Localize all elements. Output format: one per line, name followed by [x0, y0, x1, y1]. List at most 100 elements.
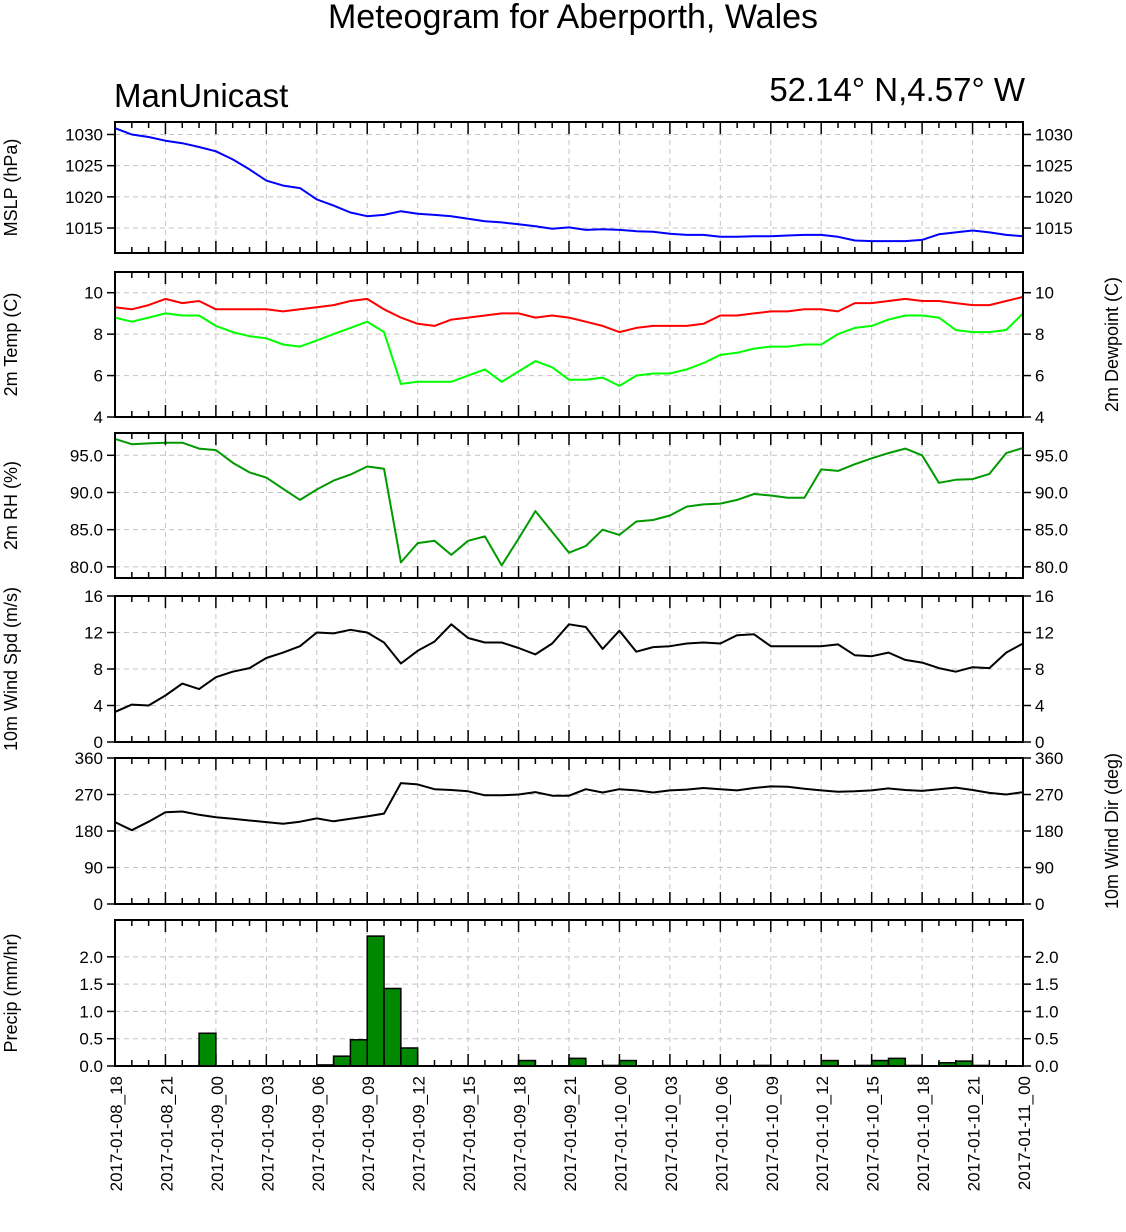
- y-axis-label-left: 2m Temp (C): [1, 293, 21, 397]
- panel-rh: 80.0 80.0 85.0 85.0 90.0 90.0 95.0 95.0 2m RH (%…: [1, 432, 1068, 579]
- y-tick-label-left: 10: [84, 284, 103, 303]
- precip-bar: [332, 1055, 352, 1067]
- model-name: ManUnicast: [114, 77, 288, 114]
- y-tick-label-left: 80.0: [70, 558, 103, 577]
- y-tick-label-right: 8: [1035, 325, 1044, 344]
- y-tick-label-left: 90: [84, 859, 103, 878]
- y-tick-label-right: 16: [1035, 587, 1054, 606]
- y-tick-label-left: 1015: [65, 219, 103, 238]
- y-tick-label-right: 90: [1035, 859, 1054, 878]
- x-tick-label: 2017-01-09_18: [511, 1076, 530, 1191]
- y-tick-label-left: 8: [94, 325, 103, 344]
- location-coordinates: 52.14° N,4.57° W: [769, 71, 1026, 108]
- y-axis-label-left: MSLP (hPa): [1, 139, 21, 237]
- y-tick-label-right: 2.0: [1035, 948, 1059, 967]
- y-tick-label-right: 4: [1035, 697, 1044, 716]
- series-line-wind: [114, 782, 1024, 832]
- x-tick-label: 2017-01-10_12: [813, 1076, 832, 1191]
- x-tick-label: 2017-01-09_00: [208, 1076, 227, 1191]
- precip-bar: [349, 1039, 368, 1067]
- y-tick-label-left: 0.0: [79, 1057, 103, 1076]
- y-axis-label-left: Precip (mm/hr): [1, 933, 21, 1052]
- panel-temp: 4 4 6 6 8 8 10 10 2m Temp (C) 2m Dewpoint (C): [1, 271, 1122, 427]
- panel-mslp: 1015 1015 1020 1020 1025 1025 1030 1030 MSLP (hP…: [1, 121, 1073, 254]
- y-axis-label-right: 2m Dewpoint (C): [1102, 277, 1122, 412]
- y-axis-label-left: 10m Wind Spd (m/s): [1, 587, 21, 751]
- x-tick-label: 2017-01-10_15: [864, 1076, 883, 1191]
- chart-title: Meteogram for Aberporth, Wales: [328, 0, 818, 36]
- y-tick-label-left: 12: [84, 624, 103, 643]
- y-tick-label-right: 1.5: [1035, 975, 1059, 994]
- x-tick-label: 2017-01-08_21: [157, 1076, 176, 1191]
- series-line-temp: [114, 295, 1024, 334]
- y-tick-label-left: 1020: [65, 188, 103, 207]
- y-tick-label-left: 95.0: [70, 446, 103, 465]
- y-tick-label-left: 4: [94, 408, 103, 427]
- panels-group: 1015 1015 1020 1020 1025 1025 1030 1030 MSLP (hP…: [1, 121, 1122, 1191]
- x-tick-label: 2017-01-09_12: [410, 1076, 429, 1191]
- y-tick-label-right: 6: [1035, 367, 1044, 386]
- y-tick-label-left: 8: [94, 660, 103, 679]
- y-tick-label-right: 1030: [1035, 125, 1073, 144]
- y-tick-label-left: 0: [94, 895, 103, 914]
- precip-bar: [400, 1047, 419, 1067]
- y-tick-label-left: 6: [94, 367, 103, 386]
- y-tick-label-left: 0: [94, 733, 103, 752]
- x-tick-label: 2017-01-09_09: [359, 1076, 378, 1191]
- x-tick-label: 2017-01-09_06: [309, 1076, 328, 1191]
- y-tick-label-right: 0.5: [1035, 1030, 1059, 1049]
- y-tick-label-right: 270: [1035, 786, 1063, 805]
- y-tick-label-right: 1025: [1035, 157, 1073, 176]
- series-line-wind: [114, 623, 1024, 713]
- series-line-rh: [114, 437, 1024, 567]
- x-tick-label: 2017-01-09_03: [258, 1076, 277, 1191]
- y-tick-label-right: 1020: [1035, 188, 1073, 207]
- y-tick-label-right: 10: [1035, 284, 1054, 303]
- y-tick-label-right: 1.0: [1035, 1002, 1059, 1021]
- y-tick-label-left: 360: [75, 749, 103, 768]
- x-tick-label: 2017-01-08_18: [107, 1076, 126, 1191]
- y-tick-label-right: 4: [1035, 408, 1044, 427]
- y-tick-label-right: 0: [1035, 733, 1044, 752]
- x-tick-label: 2017-01-10_18: [914, 1076, 933, 1191]
- y-tick-label-right: 1015: [1035, 219, 1073, 238]
- y-tick-label-left: 1.0: [79, 1002, 103, 1021]
- y-tick-label-left: 270: [75, 786, 103, 805]
- y-tick-label-left: 4: [94, 697, 103, 716]
- y-tick-label-left: 16: [84, 587, 103, 606]
- panel-wind_speed: 0 0 4 4 8 8 12 12 16 16 10m Wind Spd (m/s): [1, 587, 1054, 752]
- panel-wind_dir: 0 0 90 90 180 180 270 270 360 360 10m Wind Dir (de…: [75, 749, 1122, 914]
- y-tick-label-left: 90.0: [70, 483, 103, 502]
- y-tick-label-left: 1030: [65, 125, 103, 144]
- y-tick-label-right: 0: [1035, 895, 1044, 914]
- precip-bar: [198, 1032, 217, 1067]
- y-tick-label-right: 80.0: [1035, 558, 1068, 577]
- precip-bar: [383, 987, 402, 1067]
- y-tick-label-left: 85.0: [70, 521, 103, 540]
- x-tick-label: 2017-01-10_03: [662, 1076, 681, 1191]
- y-axis-label-right: 10m Wind Dir (deg): [1102, 753, 1122, 909]
- y-tick-label-right: 12: [1035, 624, 1054, 643]
- y-tick-label-right: 8: [1035, 660, 1044, 679]
- x-tick-label: 2017-01-11_00: [1015, 1076, 1034, 1190]
- x-tick-label: 2017-01-09_21: [561, 1076, 580, 1191]
- y-tick-label-left: 0.5: [79, 1030, 103, 1049]
- y-tick-label-left: 1.5: [79, 975, 103, 994]
- series-line-dewpoint: [114, 312, 1024, 387]
- y-tick-label-right: 360: [1035, 749, 1063, 768]
- y-tick-label-right: 85.0: [1035, 521, 1068, 540]
- precip-bar: [366, 935, 385, 1067]
- y-tick-label-left: 1025: [65, 157, 103, 176]
- y-tick-label-right: 95.0: [1035, 446, 1068, 465]
- y-tick-label-right: 180: [1035, 822, 1063, 841]
- y-axis-label-left: 2m RH (%): [1, 461, 21, 550]
- y-tick-label-left: 2.0: [79, 948, 103, 967]
- panel-precip: 0.0 0.0 0.5 0.5 1.0 1.0 1.5 1.5 2.0 2.0 Precip (mm…: [1, 919, 1059, 1076]
- precip-bar: [568, 1057, 587, 1067]
- y-tick-label-right: 0.0: [1035, 1057, 1059, 1076]
- x-tick-label: 2017-01-10_00: [611, 1076, 630, 1191]
- x-tick-label: 2017-01-10_21: [965, 1076, 984, 1191]
- x-tick-label: 2017-01-09_15: [460, 1076, 479, 1191]
- x-tick-label: 2017-01-10_09: [763, 1076, 782, 1191]
